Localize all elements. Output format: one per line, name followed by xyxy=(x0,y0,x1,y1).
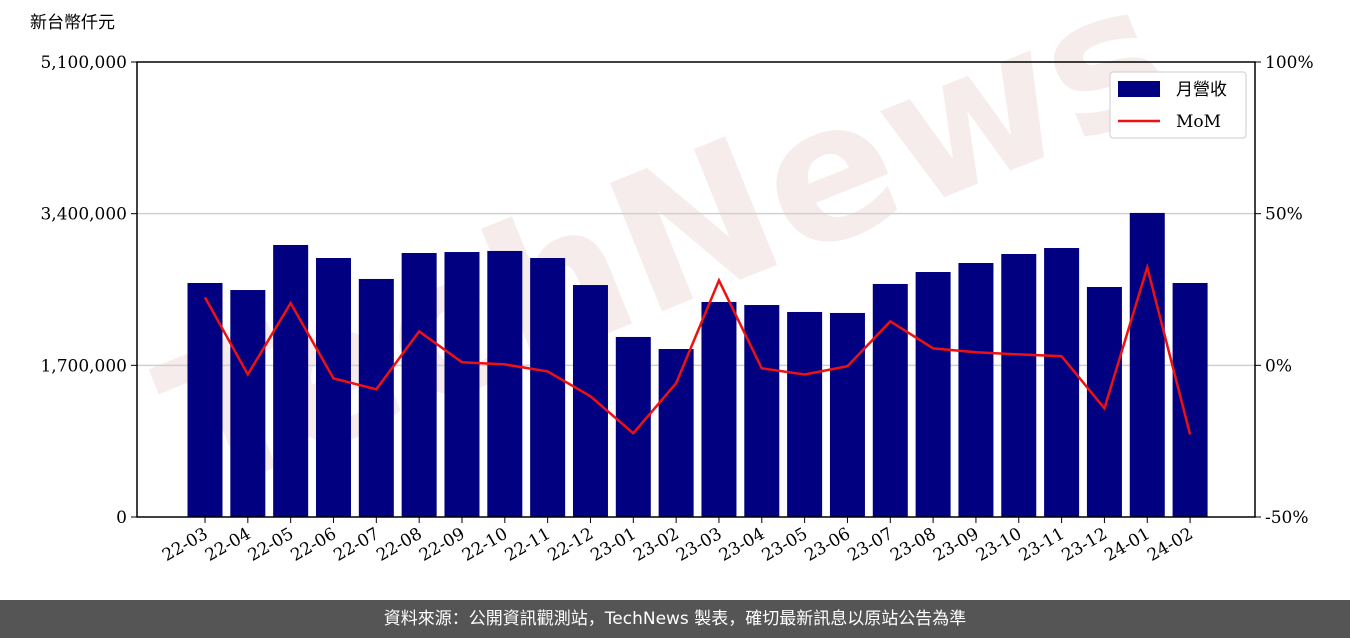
x-tick-label: 23-03 xyxy=(673,524,725,566)
bar xyxy=(829,312,865,517)
bar xyxy=(701,301,737,517)
x-tick-label: 22-08 xyxy=(373,524,425,566)
x-tick-label: 22-03 xyxy=(159,524,211,566)
bar xyxy=(615,336,651,517)
x-tick-label: 22-07 xyxy=(330,524,382,566)
line xyxy=(203,262,1192,436)
x-tick-label: 23-10 xyxy=(973,524,1025,566)
y2-tick-label: 50% xyxy=(1265,205,1303,225)
bar xyxy=(958,263,994,517)
chart: 新台幣仟元 TechNews 01,700,0003,400,0005,100,… xyxy=(30,0,1314,566)
legend: 月營收 MoM xyxy=(1109,71,1247,139)
x-tick-label: 22-12 xyxy=(545,524,597,566)
bar xyxy=(658,349,694,517)
bar xyxy=(1129,212,1165,517)
x-tick-label: 23-09 xyxy=(930,524,982,566)
y2-tick-label: 100% xyxy=(1265,53,1314,73)
x-tick-label: 24-01 xyxy=(1101,524,1153,566)
bar xyxy=(444,252,480,517)
bar xyxy=(358,278,394,517)
bar xyxy=(744,305,780,517)
bar xyxy=(1044,248,1080,517)
bar xyxy=(1172,282,1208,517)
x-tick-label: 23-06 xyxy=(802,524,854,566)
y-axis-label: 新台幣仟元 xyxy=(30,13,115,33)
bar xyxy=(530,258,566,517)
y2-tick-label: 0% xyxy=(1265,356,1292,376)
y-tick-label: 0 xyxy=(116,508,127,528)
bar xyxy=(401,253,437,517)
y-tick-label: 5,100,000 xyxy=(40,53,127,73)
bar xyxy=(1086,287,1122,517)
bar xyxy=(487,250,523,518)
bar xyxy=(187,282,223,517)
x-tick-label: 23-01 xyxy=(587,524,639,566)
bar xyxy=(572,285,608,517)
x-tick-label: 22-09 xyxy=(416,524,468,566)
bar xyxy=(315,258,351,517)
bar xyxy=(872,283,908,517)
y-tick-label: 3,400,000 xyxy=(40,205,127,225)
x-tick-label: 22-11 xyxy=(502,524,554,566)
x-tick-label: 23-12 xyxy=(1058,524,1110,566)
footer: 資料來源：公開資訊觀測站，TechNews 製表，確切最新訊息以原站公告為準 xyxy=(0,600,1350,638)
y2-tick-label: -50% xyxy=(1265,508,1309,528)
bar xyxy=(1001,253,1037,517)
bar xyxy=(787,311,823,517)
x-tick-label: 23-07 xyxy=(844,524,896,566)
bar xyxy=(915,272,951,517)
legend-swatch xyxy=(1118,81,1160,97)
plot-frame xyxy=(136,61,1256,518)
y-tick-label: 1,700,000 xyxy=(40,356,127,376)
x-tick-label: 22-05 xyxy=(245,524,297,566)
bar xyxy=(230,290,266,517)
x-tick-label: 23-04 xyxy=(716,524,768,566)
x-tick-label: 24-02 xyxy=(1144,524,1196,566)
legend-label: 月營收 xyxy=(1176,80,1227,100)
x-tick-label: 23-05 xyxy=(759,524,811,566)
x-tick-label: 23-02 xyxy=(630,524,682,566)
legend-label: MoM xyxy=(1176,112,1221,132)
x-tick-label: 23-08 xyxy=(887,524,939,566)
x-tick-label: 23-11 xyxy=(1016,524,1068,566)
x-tick-label: 22-06 xyxy=(288,524,340,566)
bar xyxy=(273,244,309,517)
x-tick-label: 22-10 xyxy=(459,524,511,566)
